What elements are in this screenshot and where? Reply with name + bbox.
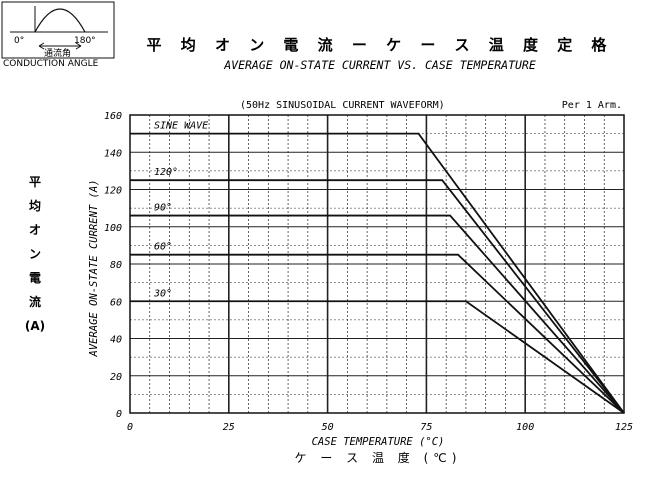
- ylabel-jp-char: オ: [29, 223, 41, 237]
- y-tick-label: 60: [110, 297, 122, 308]
- inset-right-angle: 180°: [74, 36, 96, 46]
- ylabel-jp-char: 流: [29, 294, 41, 309]
- y-tick-label: 120: [104, 186, 122, 197]
- y-tick-label: 160: [104, 111, 122, 122]
- title-en: AVERAGE ON-STATE CURRENT VS. CASE TEMPER…: [223, 58, 536, 72]
- x-tick-labels: 0 25 50 75 100 125: [127, 422, 633, 433]
- series-label: 30°: [153, 288, 172, 299]
- x-tick-label: 100: [516, 422, 534, 433]
- series-lines: SINE WAVE 120° 90° 60° 30°: [130, 121, 625, 414]
- per-arm-note: Per 1 Arm.: [562, 100, 622, 111]
- y-tick-label: 0: [116, 409, 122, 420]
- inset-frame: [1, 1, 115, 59]
- series-line-4: [130, 300, 625, 414]
- series-line-0: [130, 132, 625, 414]
- ylabel-jp-char: 均: [29, 198, 41, 213]
- y-tick-label: 80: [110, 260, 122, 271]
- series-label: SINE WAVE: [154, 121, 208, 132]
- x-tick-label: 0: [127, 422, 133, 433]
- waveform-note: (50Hz SINUSOIDAL CURRENT WAVEFORM): [240, 100, 445, 111]
- grid: [130, 115, 624, 413]
- x-tick-label: 125: [615, 422, 633, 433]
- series-label: 120°: [154, 167, 178, 178]
- x-tick-label: 75: [420, 422, 432, 433]
- x-tick-label: 50: [322, 422, 334, 433]
- ylabel-jp-char: ン: [29, 247, 41, 261]
- title-jp: 平 均 オ ン 電 流 ー ケ ー ス 温 度 定 格: [147, 36, 614, 54]
- ylabel-jp-char: 平: [29, 175, 41, 189]
- y-axis-label: AVERAGE ON-STATE CURRENT (A): [88, 179, 100, 357]
- ylabel-jp-char: 電: [29, 271, 41, 285]
- y-tick-label: 100: [104, 223, 122, 234]
- x-axis-label: CASE TEMPERATURE (°C): [312, 436, 445, 448]
- series-label: 60°: [154, 242, 172, 253]
- y-tick-label: 20: [110, 372, 122, 383]
- y-tick-label: 40: [110, 335, 122, 346]
- series-line-1: [130, 179, 625, 414]
- series-line-3: [130, 253, 625, 414]
- inset-left-angle: 0°: [14, 36, 24, 46]
- inset-label-en: CONDUCTION ANGLE: [3, 59, 99, 69]
- conduction-angle-inset: 0° 180° 通流角 CONDUCTION ANGLE: [1, 1, 115, 69]
- arrowheads-icon: [38, 42, 82, 50]
- half-sine-wave-icon: [34, 8, 86, 33]
- series-label: 90°: [154, 203, 172, 214]
- x-tick-label: 25: [223, 422, 235, 433]
- y-tick-labels: 0 20 40 60 80 100 120 140 160: [104, 111, 122, 420]
- series-line-2: [130, 214, 625, 414]
- y-tick-label: 140: [104, 148, 122, 159]
- ylabel-jp-char: (A): [25, 319, 45, 333]
- inset-label-jp: 通流角: [44, 47, 71, 59]
- plot-frame: [129, 114, 625, 414]
- x-axis-label-jp: ケ ー ス 温 度 (℃): [295, 450, 462, 465]
